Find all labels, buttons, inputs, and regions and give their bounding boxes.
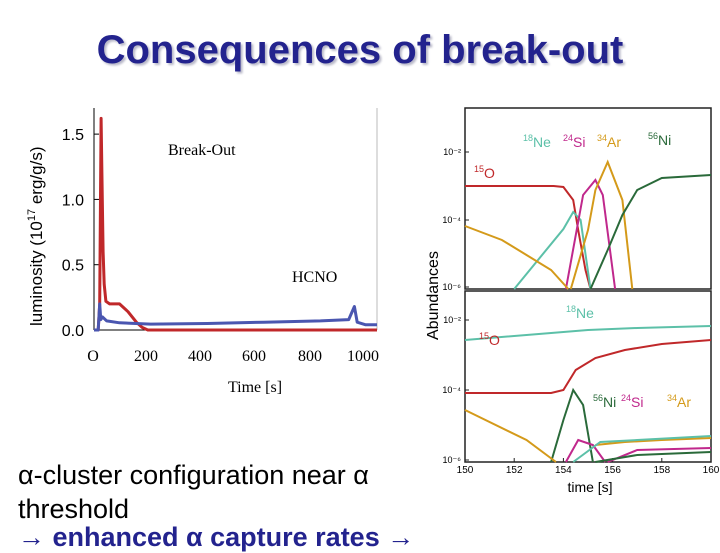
- bullet-line-3: → enhanced α capture rates →: [18, 522, 415, 552]
- bottom-curve-5: [595, 437, 712, 446]
- y-axis-label: luminosity (1017 erg/g/s): [26, 147, 46, 326]
- x-tick-label: 400: [188, 348, 212, 365]
- top-curve-1: [513, 210, 592, 290]
- y-tick-label: 1.5: [62, 127, 84, 144]
- bullet-line-2: threshold: [18, 494, 130, 524]
- bullet-line-1: α-cluster configuration near α: [18, 460, 369, 490]
- bottom-curve-1: [465, 339, 712, 394]
- bottom-y-tick-label: 10⁻⁶: [443, 455, 462, 465]
- top-curve-3: [569, 159, 634, 290]
- top-y-tick-label: 10⁻²: [443, 147, 461, 157]
- annotation-break-out: Break-Out: [168, 142, 236, 159]
- bottom-curve-6: [607, 447, 712, 463]
- x-tick-label: O: [87, 348, 99, 365]
- top-panel-frame: [464, 107, 712, 290]
- bottom-curve-2: [550, 387, 594, 463]
- bottom-panel-frame: [464, 290, 712, 463]
- series-line-1: [94, 302, 377, 332]
- label-si-24: 24Si: [563, 133, 585, 150]
- bullet-text: α-cluster configuration near α threshold: [18, 458, 438, 526]
- x-axis-label: time [s]: [567, 479, 612, 495]
- label-ni-56: 56Ni: [648, 131, 671, 148]
- annotation-hcno: HCNO: [292, 269, 337, 286]
- bottom-curve-4: [464, 409, 557, 463]
- x-tick-label: 152: [506, 465, 523, 476]
- label-o-15: 15O: [474, 164, 495, 181]
- y-tick-label: 0.5: [62, 258, 84, 275]
- top-y-tick-label: 10⁻⁴: [442, 215, 461, 225]
- label-o-15-bottom: 15O: [479, 331, 500, 348]
- top-y-tick-label: 10⁻⁶: [443, 282, 462, 292]
- bottom-curve-7: [595, 451, 712, 463]
- x-tick-label: 154: [555, 465, 572, 476]
- bottom-curve-8: [572, 435, 712, 463]
- page-title: Consequences of break-out: [96, 28, 624, 72]
- top-curve-0: [465, 185, 592, 290]
- bottom-curve-3: [565, 438, 607, 463]
- luminosity-chart: 0.0 0.5 1.0 1.5 O 200 400 600 800 1000 Time [s] lum…: [26, 108, 379, 396]
- x-tick-label: 1000: [347, 348, 379, 365]
- label-ar-34: 34Ar: [597, 133, 621, 150]
- x-axis-label: Time [s]: [228, 379, 282, 396]
- top-curve-2: [564, 178, 617, 290]
- label-ne-18: 18Ne: [523, 133, 551, 150]
- x-tick-label: 156: [604, 465, 621, 476]
- label-ne-18-bottom: 18Ne: [566, 304, 594, 321]
- top-curve-4: [589, 174, 712, 290]
- y-tick-label: 1.0: [62, 192, 84, 209]
- label-si-24-bottom: 24Si: [621, 393, 643, 410]
- series-line-0: [94, 116, 377, 332]
- x-tick-label: 160: [703, 465, 720, 476]
- label-ar-34-bottom: 34Ar: [667, 393, 691, 410]
- x-tick-label: 600: [242, 348, 266, 365]
- x-tick-label: 158: [653, 465, 670, 476]
- y-tick-label: 0.0: [62, 323, 84, 340]
- top-curve-5: [464, 225, 570, 290]
- label-ni-56-bottom: 56Ni: [593, 393, 616, 410]
- bottom-y-tick-label: 10⁻⁴: [442, 385, 461, 395]
- bottom-y-tick-label: 10⁻²: [443, 315, 461, 325]
- x-tick-label: 800: [298, 348, 322, 365]
- x-tick-label: 150: [457, 465, 474, 476]
- bottom-curve-0: [464, 325, 712, 341]
- x-tick-label: 200: [134, 348, 158, 365]
